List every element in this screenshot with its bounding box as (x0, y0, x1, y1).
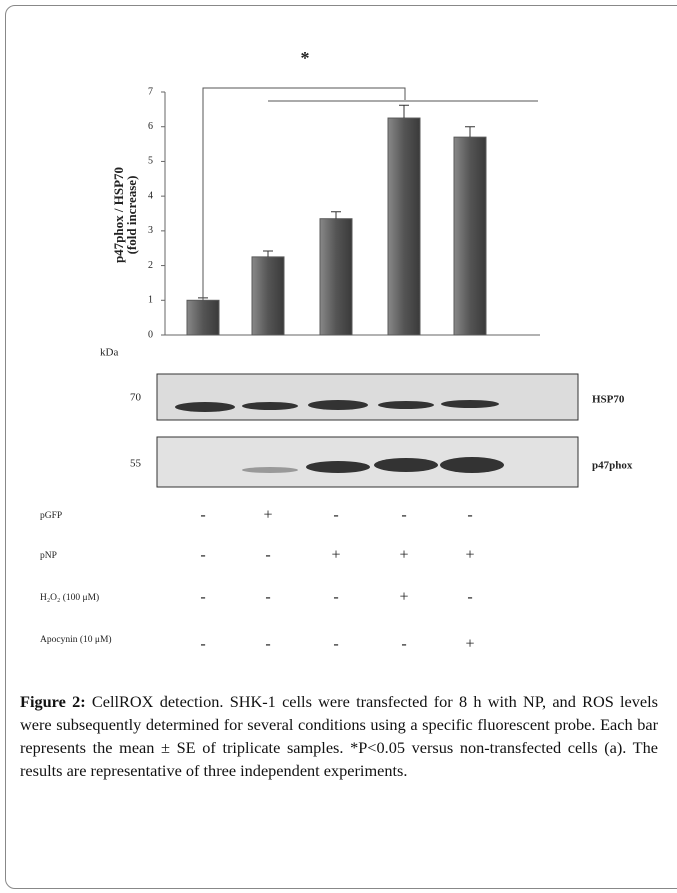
treatment-symbol: - (333, 507, 338, 524)
y-tick-label: 6 (148, 121, 153, 132)
blot-name: p47phox (592, 460, 633, 472)
kda-label: kDa (100, 347, 118, 359)
caption-label: Figure 2: (20, 692, 86, 711)
y-axis-label: (fold increase) (124, 176, 139, 255)
treatment-label: Apocynin (10 μM) (40, 634, 112, 645)
y-tick-label: 3 (148, 225, 153, 236)
y-tick-label: 2 (148, 260, 153, 271)
error-bar (263, 251, 273, 257)
treatment-symbol: - (200, 507, 205, 524)
treatment-symbol: + (263, 507, 272, 524)
treatment-symbol: - (200, 589, 205, 606)
treatment-symbol: - (200, 547, 205, 564)
error-bar (465, 127, 475, 137)
page: 01234567p47phox / HSP70(fold increase) *… (0, 0, 677, 893)
treatment-symbol: + (399, 589, 408, 606)
treatment-symbol: + (331, 547, 340, 564)
caption-text: CellROX detection. SHK-1 cells were tran… (20, 692, 658, 780)
treatment-symbol: - (401, 507, 406, 524)
y-tick-label: 7 (148, 86, 153, 97)
blot-name: HSP70 (592, 394, 625, 406)
y-tick-label: 5 (148, 156, 153, 167)
bar (187, 300, 219, 335)
treatment-symbol: + (465, 636, 474, 653)
blot-panel (157, 437, 578, 487)
treatment-symbol: - (265, 636, 270, 653)
treatment-symbol: - (265, 589, 270, 606)
significance-star: * (301, 48, 310, 68)
caption: Figure 2: CellROX detection. SHK-1 cells… (20, 690, 658, 782)
treatment-symbol: - (467, 507, 472, 524)
treatment-label: pGFP (40, 511, 62, 521)
blot-panel (157, 374, 578, 420)
y-tick-label: 1 (148, 295, 153, 306)
treatment-symbol: - (200, 636, 205, 653)
y-tick-label: 0 (148, 329, 153, 340)
treatment-symbol: + (465, 547, 474, 564)
bar (388, 118, 420, 335)
treatment-label: pNP (40, 551, 57, 561)
treatment-label: H₂O₂ (100 μM) (40, 592, 99, 603)
treatment-symbol: - (333, 636, 338, 653)
bar (320, 219, 352, 335)
error-bar (331, 212, 341, 219)
error-bar (399, 105, 409, 118)
significance-bracket (203, 88, 405, 300)
treatment-symbol: - (401, 636, 406, 653)
treatment-symbol: - (467, 589, 472, 606)
marker-label: 70 (130, 392, 142, 404)
treatment-symbol: + (399, 547, 408, 564)
treatment-symbol: - (265, 547, 270, 564)
treatment-symbol: - (333, 589, 338, 606)
bar (252, 257, 284, 335)
y-tick-label: 4 (148, 190, 153, 201)
bar (454, 137, 486, 335)
treatment-table: pGFP - + - - - pNP - - + + + H₂O₂ (100 μM) - - - + - Apocy… (40, 507, 475, 653)
marker-label: 55 (130, 458, 142, 470)
